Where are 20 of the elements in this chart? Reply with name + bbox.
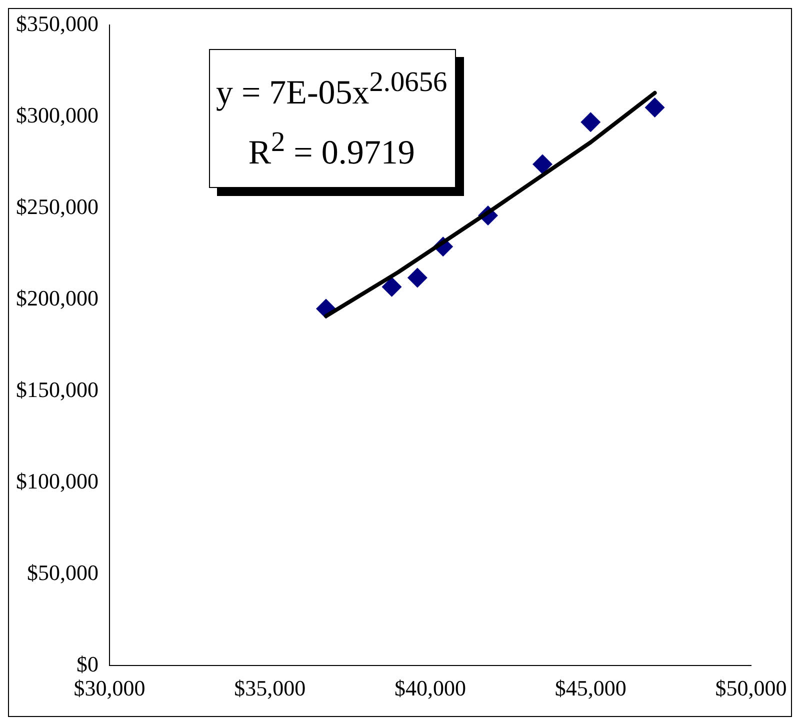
y-tick-label: $300,000 — [16, 102, 98, 128]
point — [382, 276, 402, 297]
y-tick-label: $250,000 — [16, 194, 98, 219]
annotation: R$^{2}$ = 0.9719 — [247, 126, 416, 174]
x-tick-label: $35,000 — [234, 676, 306, 701]
y-tick-label: $350,000 — [16, 10, 98, 36]
y-tick-label: $0 — [76, 651, 98, 676]
y-tick-label: $200,000 — [16, 285, 98, 310]
annotation: y = 7E-05x$^{2.0656}$ — [216, 66, 448, 114]
x-tick-label: $45,000 — [554, 676, 626, 701]
y-tick-label: $100,000 — [16, 468, 98, 494]
x-tick-label: $50,000 — [715, 676, 787, 701]
y-tick-label: $150,000 — [16, 376, 98, 402]
y-tick-label: $50,000 — [27, 560, 98, 585]
point — [532, 154, 553, 174]
point — [580, 112, 601, 132]
point — [407, 268, 428, 288]
x-tick-label: $40,000 — [394, 676, 466, 701]
point — [644, 98, 665, 118]
x-tick-label: $30,000 — [74, 676, 146, 701]
